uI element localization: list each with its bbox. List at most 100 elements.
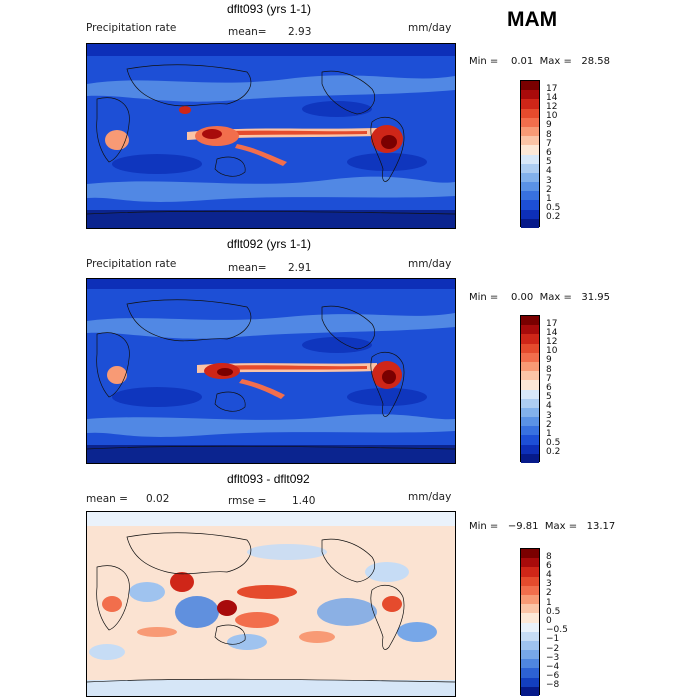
panel1-colorbar-band: [521, 126, 539, 137]
panel2-mean-label: mean=: [228, 262, 267, 274]
panel1-colorbar-band: [521, 182, 539, 192]
panel3-rmse-value: 1.40: [292, 495, 316, 507]
panel3-mean-value: 0.02: [146, 493, 170, 505]
panel2-colorbar-tick: 4: [546, 401, 552, 411]
panel2-units: mm/day: [408, 258, 452, 270]
panel2-map: [86, 278, 456, 464]
panel3-colorbar-band: [521, 558, 539, 568]
panel2-colorbar-band: [521, 417, 539, 427]
panel3-map-field: [87, 512, 455, 696]
panel2-colorbar-tick: 3: [546, 411, 552, 421]
panel1-colorbar-band: [521, 218, 539, 228]
panel1-colorbar-band: [521, 108, 539, 118]
panel1-variable-label: Precipitation rate: [86, 22, 177, 34]
panel1-colorbar-tick: 0.2: [546, 212, 561, 222]
panel3-colorbar-band: [521, 613, 539, 623]
panel2-colorbar-band: [521, 389, 539, 399]
panel3-colorbar-band: [521, 686, 539, 696]
panel3-min-max: Min = −9.81 Max = 13.17: [469, 521, 616, 532]
panel2-colorbar-band: [521, 426, 539, 436]
panel3-colorbar-band: [521, 631, 539, 641]
panel3-colorbar-band: [521, 659, 539, 669]
panel1-mean-label: mean=: [228, 26, 267, 38]
panel3-colorbar-tick: −0.5: [546, 625, 568, 635]
panel1-colorbar-tick: 10: [546, 111, 558, 121]
panel3-colorbar-tick: 4: [546, 570, 552, 580]
panel3-colorbar-band: [521, 668, 539, 678]
panel3-colorbar-band: [521, 549, 539, 559]
panel3-colorbar: [520, 548, 540, 696]
panel3-colorbar-tick: −6: [546, 671, 560, 681]
panel3-map: [86, 511, 456, 697]
panel3-colorbar-tick: −4: [546, 662, 560, 672]
panel1-map-field: [87, 44, 455, 228]
panel1-colorbar-band: [521, 163, 539, 173]
panel2-colorbar-tick: 12: [546, 337, 558, 347]
panel3-colorbar-tick: 2: [546, 588, 552, 598]
panel3-colorbar-band: [521, 576, 539, 586]
panel1-colorbar-band: [521, 154, 539, 164]
panel3-colorbar-band: [521, 604, 539, 614]
panel1-colorbar-tick: 7: [546, 139, 552, 149]
panel1-colorbar-tick: 12: [546, 102, 558, 112]
panel3-colorbar-tick: 8: [546, 552, 552, 562]
panel3-colorbar-tick: 0: [546, 616, 552, 626]
panel1-colorbar-tick: 1: [546, 194, 552, 204]
panel1-min-max: Min = 0.01 Max = 28.58: [469, 56, 611, 67]
panel2-colorbar-tick: 17: [546, 319, 558, 329]
panel3-rmse-label: rmse =: [228, 495, 267, 507]
panel2-colorbar-band: [521, 325, 539, 335]
panel1-colorbar-band: [521, 117, 539, 127]
panel2-colorbar-band: [521, 316, 539, 326]
panel2-map-field: [87, 279, 455, 463]
panel1-colorbar-band: [521, 145, 539, 155]
panel2-colorbar-tick: 7: [546, 374, 552, 384]
panel2-colorbar-band: [521, 361, 539, 372]
panel3-mean-label: mean =: [86, 493, 128, 505]
panel2-colorbar-band: [521, 444, 539, 454]
panel2-colorbar-band: [521, 407, 539, 418]
panel1-colorbar-tick: 0.5: [546, 203, 561, 213]
panel3-colorbar-tick: −2: [546, 644, 560, 654]
panel1-colorbar-tick: 14: [546, 93, 558, 103]
panel3-colorbar-tick: −3: [546, 653, 560, 663]
panel3-colorbar-tick: 3: [546, 579, 552, 589]
panel1-colorbar-tick: 8: [546, 130, 552, 140]
panel2-colorbar-tick: 6: [546, 383, 552, 393]
panel1-colorbar-tick: 2: [546, 185, 552, 195]
panel3-colorbar-band: [521, 640, 539, 651]
panel2-min-max: Min = 0.00 Max = 31.95: [469, 292, 611, 303]
panel2-colorbar-tick: 14: [546, 328, 558, 338]
panel2-colorbar-band: [521, 380, 539, 390]
panel1-title: dflt093 (yrs 1-1): [227, 2, 312, 16]
panel1-colorbar-tick: 3: [546, 176, 552, 186]
panel3-units: mm/day: [408, 491, 452, 503]
panel2-colorbar-tick: 0.5: [546, 438, 561, 448]
panel3-title: dflt093 - dflt092: [227, 472, 310, 486]
panel2-mean-value: 2.91: [288, 262, 312, 274]
panel3-colorbar-band: [521, 622, 539, 632]
panel2-colorbar-band: [521, 343, 539, 353]
panel2-colorbar-band: [521, 398, 539, 408]
panel2-colorbar-band: [521, 371, 539, 381]
panel2-colorbar-band: [521, 435, 539, 445]
panel1-colorbar-tick: 6: [546, 148, 552, 158]
panel1-colorbar-band: [521, 81, 539, 91]
panel3-colorbar-band: [521, 650, 539, 660]
panel2-colorbar-tick: 9: [546, 355, 552, 365]
panel2-variable-label: Precipitation rate: [86, 258, 177, 270]
panel3-colorbar-band: [521, 567, 539, 577]
panel1-colorbar-band: [521, 191, 539, 201]
season-label: MAM: [507, 8, 558, 31]
panel3-colorbar-band: [521, 677, 539, 687]
panel1-colorbar-band: [521, 90, 539, 100]
panel2-colorbar-tick: 0.2: [546, 447, 561, 457]
panel1-map: [86, 43, 456, 229]
panel2-colorbar-tick: 8: [546, 365, 552, 375]
panel1-colorbar-tick: 17: [546, 84, 558, 94]
panel3-colorbar-tick: −8: [546, 680, 560, 690]
panel2-colorbar: [520, 315, 540, 463]
panel3-colorbar-band: [521, 585, 539, 595]
panel1-units: mm/day: [408, 22, 452, 34]
panel1-colorbar-tick: 5: [546, 157, 552, 167]
